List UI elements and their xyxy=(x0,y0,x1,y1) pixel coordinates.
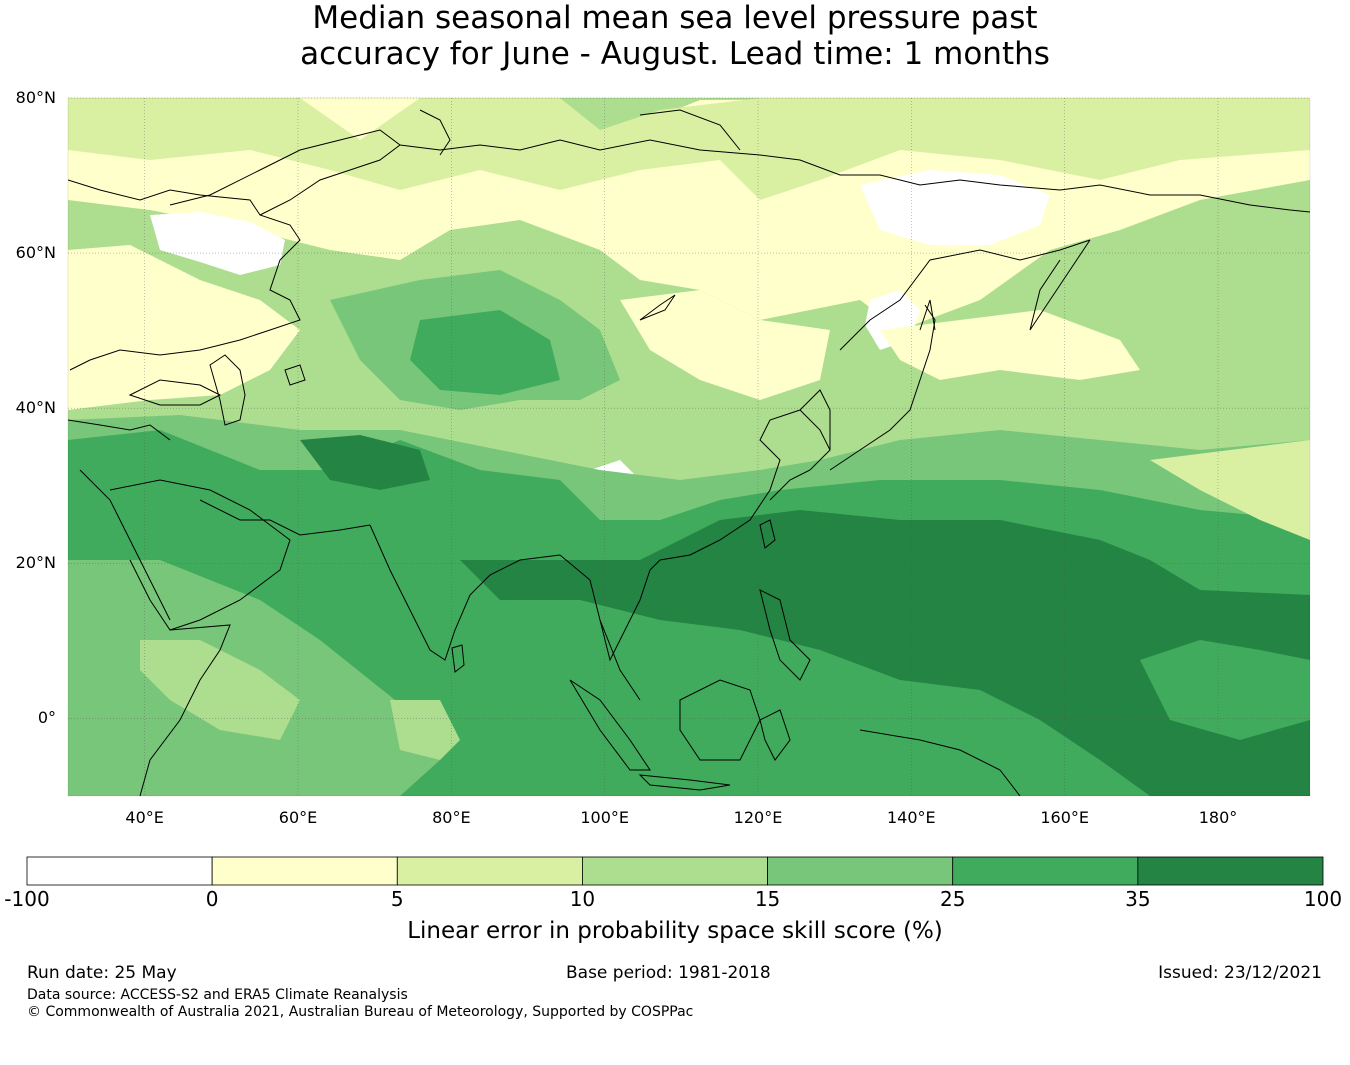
coast-india xyxy=(369,524,561,661)
lat-tick-label: 80°N xyxy=(15,88,56,107)
colorbar-tick-label: -100 xyxy=(4,887,50,911)
map-field xyxy=(68,98,1310,796)
coast-kamchatka xyxy=(1029,239,1091,331)
colorbar-segment xyxy=(767,856,954,886)
coast-borneo xyxy=(679,679,761,761)
lat-tick-label: 60°N xyxy=(15,243,56,263)
coast-mediterranean xyxy=(68,419,171,441)
coast-europe xyxy=(68,179,301,371)
coast-scandinavia xyxy=(169,129,401,216)
field-yellow-china xyxy=(620,290,830,400)
colorbar-segment xyxy=(582,856,768,886)
lon-tick-label: 80°E xyxy=(432,808,471,827)
field-north-green xyxy=(68,98,1310,200)
lat-tick-label: 0° xyxy=(37,708,56,728)
coast-baikal xyxy=(639,294,676,321)
colorbar-tick-label: 5 xyxy=(390,887,404,911)
coast-africa-horn xyxy=(139,624,231,796)
coast-caspian xyxy=(209,354,246,426)
coast-aral xyxy=(284,364,306,386)
lon-tick-label: 120°E xyxy=(733,808,783,827)
colorbar-segment xyxy=(1137,856,1324,886)
coast-korea xyxy=(799,389,831,450)
colorbar-segment xyxy=(211,856,398,886)
data-source: Data source: ACCESS-S2 and ERA5 Climate … xyxy=(27,987,408,1003)
map-frame xyxy=(67,97,1311,797)
field-white-scandinavia xyxy=(150,212,285,275)
gridlines xyxy=(68,97,1310,796)
colorbar-segment xyxy=(396,856,583,886)
title-line-2: accuracy for June - August. Lead time: 1… xyxy=(300,36,1050,72)
colorbar-segment xyxy=(952,856,1139,886)
field-pacific-dark xyxy=(460,510,1310,796)
coast-java xyxy=(638,774,731,791)
colorbar-segment xyxy=(26,856,213,886)
field-africa-lighter xyxy=(140,640,300,740)
colorbar-tick-label: 15 xyxy=(754,887,781,911)
field-west-tropic-dark xyxy=(300,435,430,490)
colorbar-tick-label: 0 xyxy=(205,887,219,911)
field-north-pacific-light xyxy=(1150,440,1310,540)
lon-tick-label: 100°E xyxy=(580,808,629,827)
lat-tick-label: 20°N xyxy=(15,553,56,573)
coast-malay xyxy=(599,619,641,701)
title-line-1: Median seasonal mean sea level pressure … xyxy=(312,0,1038,36)
lon-tick-label: 60°E xyxy=(278,808,318,827)
coast-persian xyxy=(199,499,371,536)
coast-sulawesi xyxy=(759,709,791,761)
field-white-siberia xyxy=(860,170,1050,245)
coast-red-sea xyxy=(79,469,171,621)
field-yellow-west xyxy=(68,245,300,410)
coast-philippines xyxy=(759,589,811,681)
colorbar xyxy=(26,856,1324,886)
run-date: Run date: 25 May xyxy=(27,963,177,983)
field-pacific-medium xyxy=(1140,640,1310,740)
colorbar-tick-label: 35 xyxy=(1125,887,1151,911)
lon-tick-label: 40°E xyxy=(125,808,164,827)
coast-srilanka xyxy=(451,644,465,673)
coast-sumatra xyxy=(569,679,651,771)
lon-tick-label: 160°E xyxy=(1040,808,1089,827)
coastlines xyxy=(68,109,1310,796)
copyright: © Commonwealth of Australia 2021, Austra… xyxy=(27,1004,694,1020)
field-indian-ocean-light xyxy=(390,700,460,760)
field-central-asia-2 xyxy=(410,310,560,395)
coast-sakhalin xyxy=(919,299,936,331)
colorbar-tick-label: 100 xyxy=(1303,887,1343,911)
lon-tick-label: 140°E xyxy=(887,808,936,827)
coast-indochina xyxy=(559,409,801,662)
coast-okhotsk xyxy=(839,239,1091,351)
coast-black-sea xyxy=(128,379,222,406)
coast-arctic xyxy=(399,139,1310,213)
colorbar-title: Linear error in probability space skill … xyxy=(407,918,943,944)
chart-title: Median seasonal mean sea level pressure … xyxy=(0,0,1350,72)
lat-tick-label: 40°N xyxy=(15,398,56,418)
coast-taiwan xyxy=(759,519,776,549)
base-period: Base period: 1981-2018 xyxy=(566,963,771,983)
lon-tick-label: 180° xyxy=(1198,808,1238,827)
coast-arabia xyxy=(109,479,291,631)
coast-taymyr xyxy=(639,109,741,151)
field-yellow-east xyxy=(880,310,1140,380)
colorbar-tick-label: 10 xyxy=(569,887,596,911)
coast-novaya xyxy=(419,109,451,156)
coast-china-east xyxy=(769,409,831,501)
coast-new-guinea xyxy=(859,729,1021,796)
issued-date: Issued: 23/12/2021 xyxy=(1158,963,1322,983)
colorbar-tick-label: 25 xyxy=(939,887,966,911)
